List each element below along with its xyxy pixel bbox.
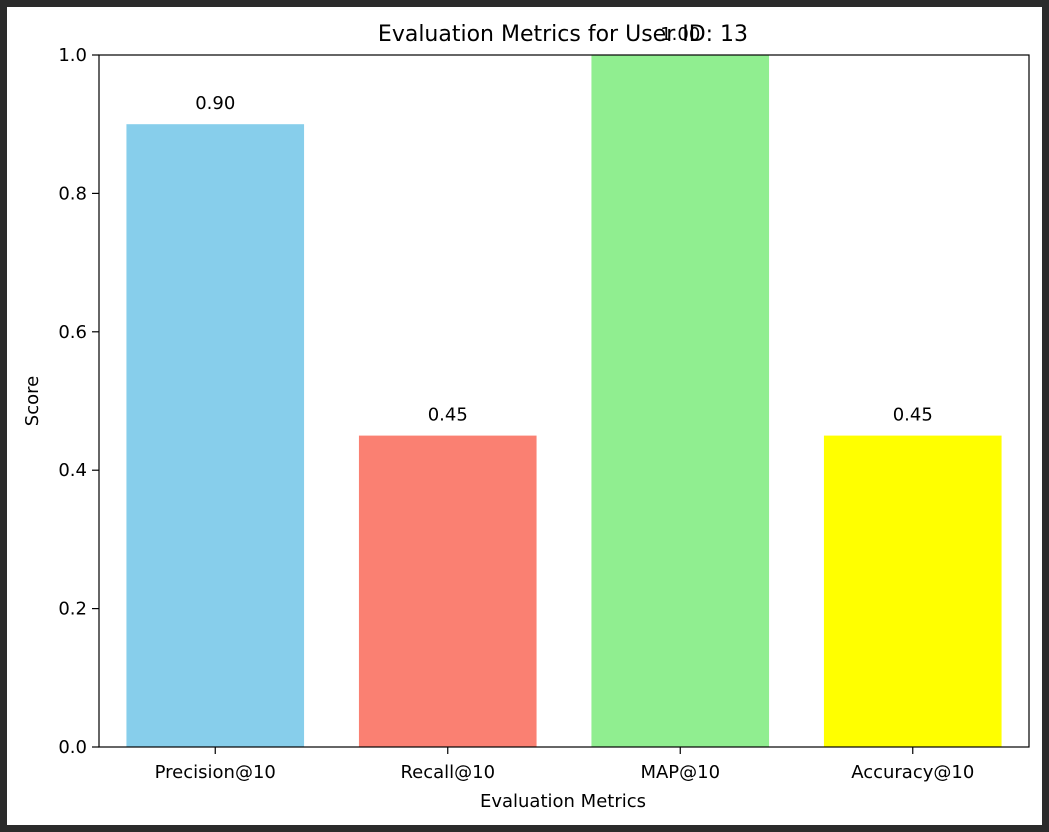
data-label: 0.90 bbox=[195, 93, 235, 114]
x-tick-label: MAP@10 bbox=[640, 762, 720, 783]
plot-area: 0.0 0.2 0.4 0.6 0.8 1.0 Precision@10 Recall@10 M… bbox=[58, 24, 1030, 783]
axes-frame bbox=[98, 54, 1030, 748]
bar-precision-10 bbox=[126, 124, 305, 747]
data-label: 1.00 bbox=[660, 24, 700, 45]
y-tick-label: 0.8 bbox=[58, 183, 87, 204]
x-tick-label: Accuracy@10 bbox=[851, 762, 974, 783]
y-tick-label: 1.0 bbox=[58, 45, 87, 66]
x-axis-label: Evaluation Metrics bbox=[480, 791, 646, 812]
bar-map-10 bbox=[591, 55, 770, 747]
x-tick-label: Precision@10 bbox=[155, 762, 276, 783]
x-tick-label: Recall@10 bbox=[400, 762, 495, 783]
data-label: 0.45 bbox=[428, 405, 468, 426]
bar-accuracy-10 bbox=[823, 435, 1002, 747]
data-label: 0.45 bbox=[893, 405, 933, 426]
y-tick-label: 0.2 bbox=[58, 599, 87, 620]
y-tick-label: 0.4 bbox=[58, 460, 87, 481]
chart-title: Evaluation Metrics for User ID: 13 bbox=[378, 22, 748, 47]
y-axis-label: Score bbox=[22, 376, 43, 426]
y-tick-label: 0.6 bbox=[58, 322, 87, 343]
bar-recall-10 bbox=[358, 435, 537, 747]
y-tick-label: 0.0 bbox=[58, 737, 87, 758]
